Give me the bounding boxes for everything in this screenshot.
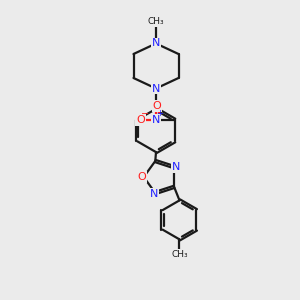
Text: +: + — [156, 109, 163, 118]
Text: O: O — [136, 115, 145, 125]
Text: N: N — [152, 115, 160, 125]
Text: N: N — [152, 38, 160, 49]
Text: O: O — [153, 101, 161, 111]
Text: CH₃: CH₃ — [148, 17, 164, 26]
Text: O: O — [137, 172, 146, 182]
Text: −: − — [141, 109, 149, 119]
Text: CH₃: CH₃ — [171, 250, 188, 259]
Text: N: N — [150, 189, 158, 199]
Text: N: N — [152, 83, 160, 94]
Text: N: N — [172, 162, 181, 172]
